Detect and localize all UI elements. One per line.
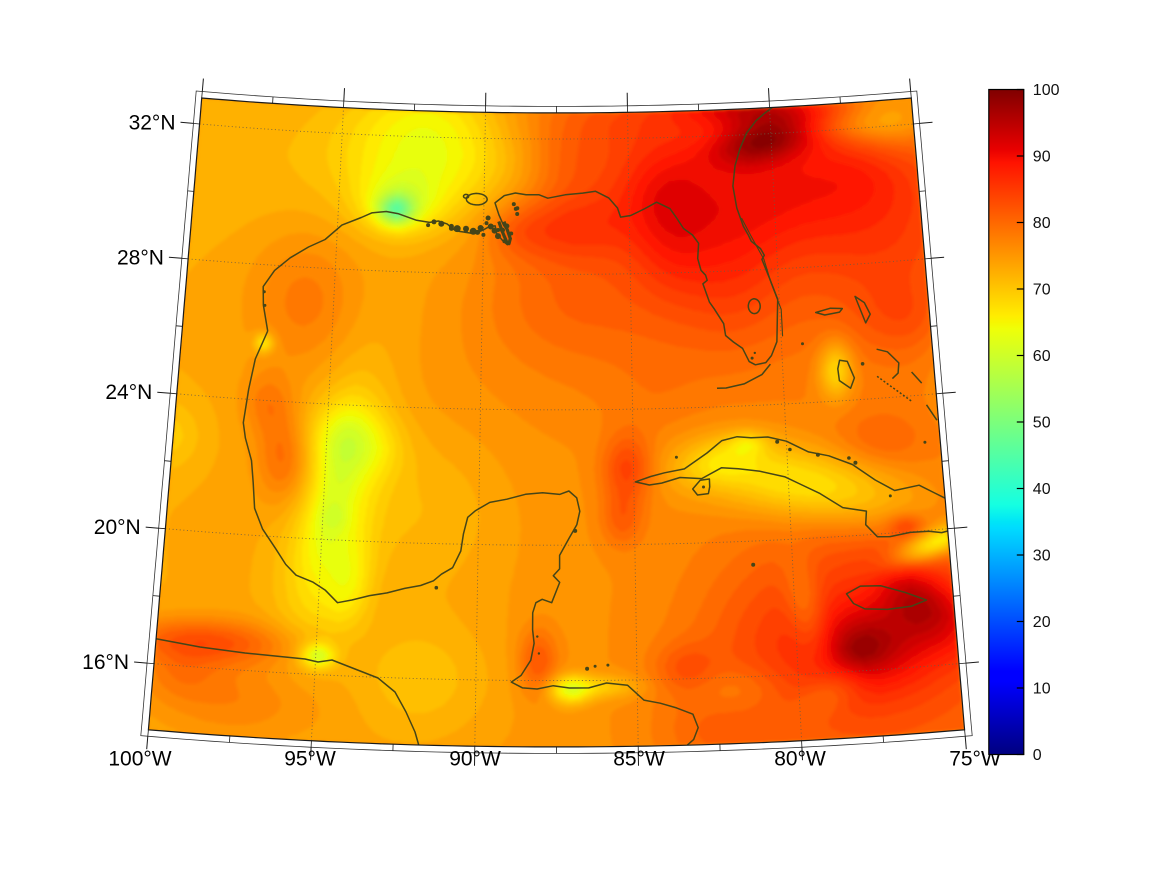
svg-text:70: 70 <box>1033 282 1051 299</box>
svg-text:100: 100 <box>1033 82 1060 99</box>
svg-text:50: 50 <box>1033 415 1051 432</box>
svg-text:16°N: 16°N <box>82 651 129 674</box>
svg-text:20: 20 <box>1033 614 1051 631</box>
svg-text:90: 90 <box>1033 149 1051 166</box>
svg-text:100°W: 100°W <box>108 748 171 771</box>
svg-text:24°N: 24°N <box>105 381 152 404</box>
svg-text:28°N: 28°N <box>117 246 164 269</box>
svg-text:90°W: 90°W <box>449 748 501 771</box>
svg-text:60: 60 <box>1033 348 1051 365</box>
svg-text:10: 10 <box>1033 681 1051 698</box>
svg-text:80°W: 80°W <box>774 748 826 771</box>
svg-text:0: 0 <box>1033 747 1042 764</box>
svg-text:32°N: 32°N <box>129 111 176 134</box>
svg-text:85°W: 85°W <box>613 748 665 771</box>
svg-text:80: 80 <box>1033 215 1051 232</box>
svg-text:40: 40 <box>1033 481 1051 498</box>
svg-text:30: 30 <box>1033 548 1051 565</box>
svg-text:20°N: 20°N <box>94 516 141 539</box>
svg-text:95°W: 95°W <box>284 748 336 771</box>
